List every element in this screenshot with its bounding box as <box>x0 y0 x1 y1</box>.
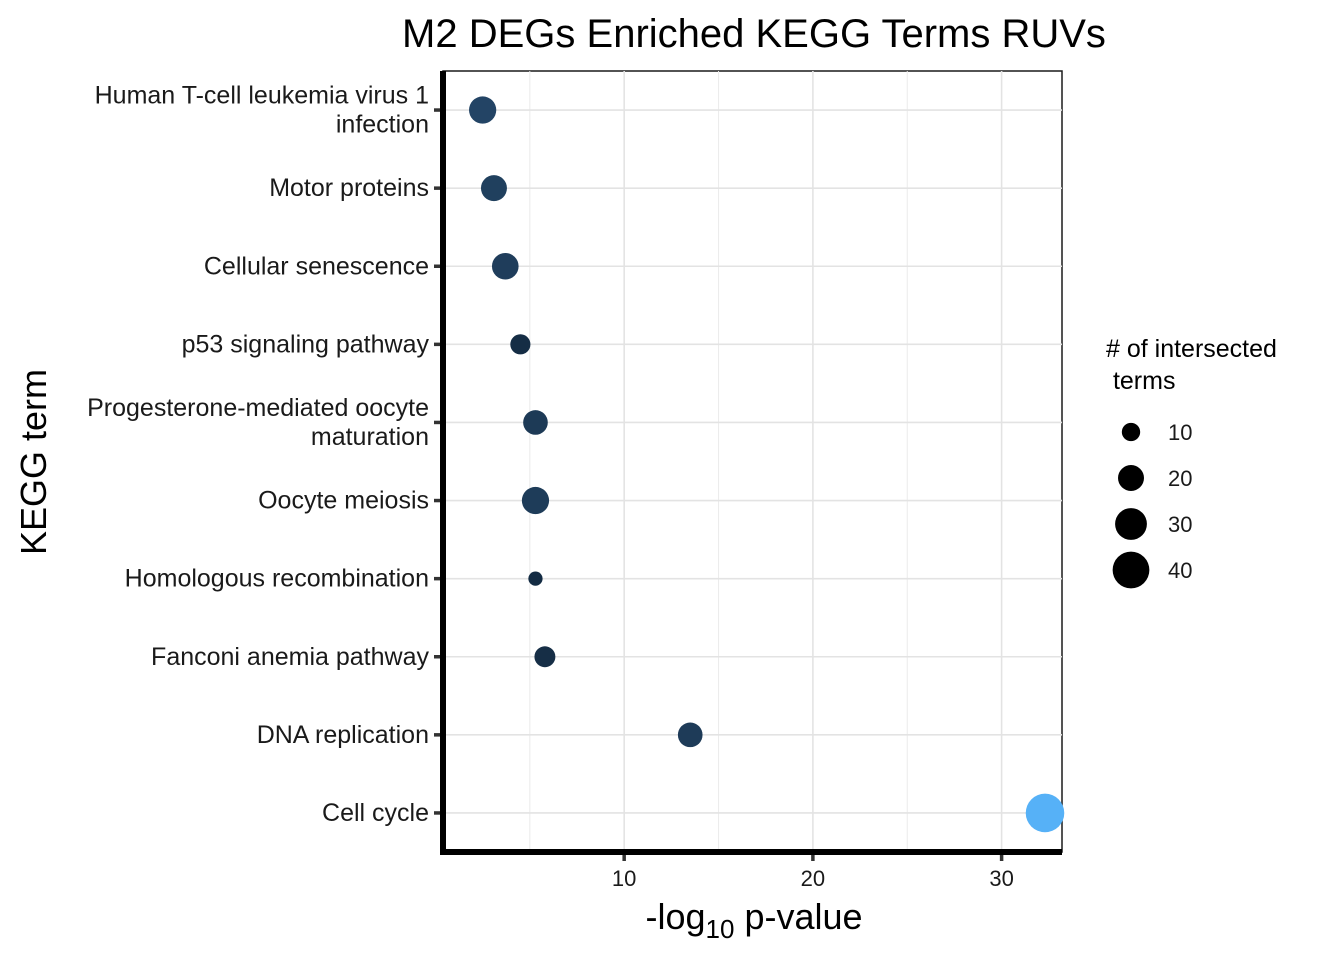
y-tick-label: Fanconi anemia pathway <box>151 643 429 671</box>
data-point <box>521 486 550 515</box>
y-axis-title: KEGG term <box>13 369 54 555</box>
y-tick-label: p53 signaling pathway <box>182 330 430 358</box>
legend-size-key <box>1112 551 1150 589</box>
legend-size-label: 30 <box>1168 512 1192 537</box>
x-axis-title: -log10 p-value <box>645 896 862 944</box>
x-axis-title-prefix: -log <box>645 896 705 937</box>
y-tick-label: maturation <box>311 423 429 451</box>
y-tick-label: Motor proteins <box>269 174 429 202</box>
legend-size-label: 40 <box>1168 558 1192 583</box>
x-tick-label: 20 <box>801 866 825 891</box>
legend-size-label: 10 <box>1168 420 1192 445</box>
y-tick-label: infection <box>336 111 429 139</box>
chart-title: M2 DEGs Enriched KEGG Terms RUVs <box>402 12 1106 56</box>
size-legend: # of intersected terms 10 20 30 40 <box>1106 335 1277 589</box>
legend-title-line: # of intersected <box>1106 335 1277 363</box>
y-tick-label: Progesterone-mediated oocyte <box>87 394 429 422</box>
axes <box>440 71 1062 855</box>
data-points <box>469 96 1065 833</box>
legend-size-key <box>1115 508 1147 540</box>
x-axis-ticks: 10 20 30 <box>612 855 1014 891</box>
legend-size-key <box>1118 465 1144 491</box>
x-axis-title-subscript: 10 <box>706 914 735 944</box>
y-tick-label: Cellular senescence <box>204 252 429 280</box>
plot-panel <box>442 70 1063 853</box>
data-point <box>534 646 556 668</box>
legend-title-line: terms <box>1106 367 1175 395</box>
x-axis-title-suffix: p-value <box>734 896 862 937</box>
data-point <box>528 571 543 586</box>
legend-size-key <box>1121 422 1141 442</box>
x-tick-label: 10 <box>612 866 636 891</box>
y-tick-label: Oocyte meiosis <box>258 487 429 515</box>
y-tick-label: Cell cycle <box>322 799 429 827</box>
data-point <box>510 334 531 355</box>
legend-size-label: 20 <box>1168 466 1192 491</box>
panel-border <box>442 70 1063 853</box>
data-point <box>480 175 507 202</box>
y-tick-label: Human T-cell leukemia virus 1 <box>95 82 429 110</box>
y-tick-label: DNA replication <box>257 721 429 749</box>
data-point <box>491 252 519 280</box>
data-point <box>1025 793 1065 833</box>
data-point <box>677 722 703 748</box>
y-axis-ticks: Cell cycle DNA replication Fanconi anemia … <box>87 82 440 827</box>
x-tick-label: 30 <box>989 866 1013 891</box>
data-point <box>469 96 497 124</box>
data-point <box>523 410 548 435</box>
y-tick-label: Homologous recombination <box>125 565 429 593</box>
